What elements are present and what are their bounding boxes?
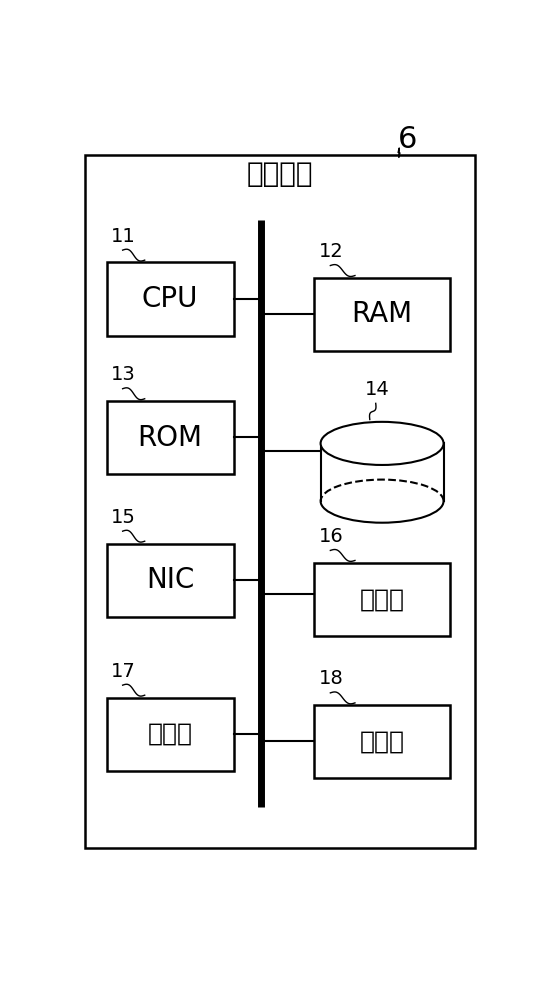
- Text: NIC: NIC: [146, 566, 194, 594]
- Bar: [314, 563, 450, 636]
- Text: RAM: RAM: [352, 300, 412, 328]
- Bar: [107, 698, 234, 771]
- Text: 控制装置: 控制装置: [247, 160, 313, 188]
- Bar: [107, 262, 234, 336]
- Text: 6: 6: [398, 125, 417, 154]
- Text: 11: 11: [110, 227, 136, 246]
- Bar: [314, 278, 450, 351]
- Ellipse shape: [321, 422, 444, 465]
- Bar: [314, 705, 450, 778]
- Text: 12: 12: [318, 242, 343, 261]
- Text: 17: 17: [110, 662, 136, 681]
- Text: 18: 18: [318, 669, 343, 688]
- Text: 15: 15: [110, 508, 136, 527]
- Text: 14: 14: [365, 380, 390, 399]
- Text: 16: 16: [318, 527, 343, 546]
- Bar: [107, 544, 234, 617]
- Text: 13: 13: [110, 365, 136, 384]
- Text: 显示部: 显示部: [148, 722, 193, 746]
- Text: 输入部: 输入部: [359, 730, 405, 754]
- Text: ROM: ROM: [138, 424, 202, 452]
- Text: 摄影部: 摄影部: [359, 587, 405, 611]
- Bar: [107, 401, 234, 474]
- Text: CPU: CPU: [142, 285, 199, 313]
